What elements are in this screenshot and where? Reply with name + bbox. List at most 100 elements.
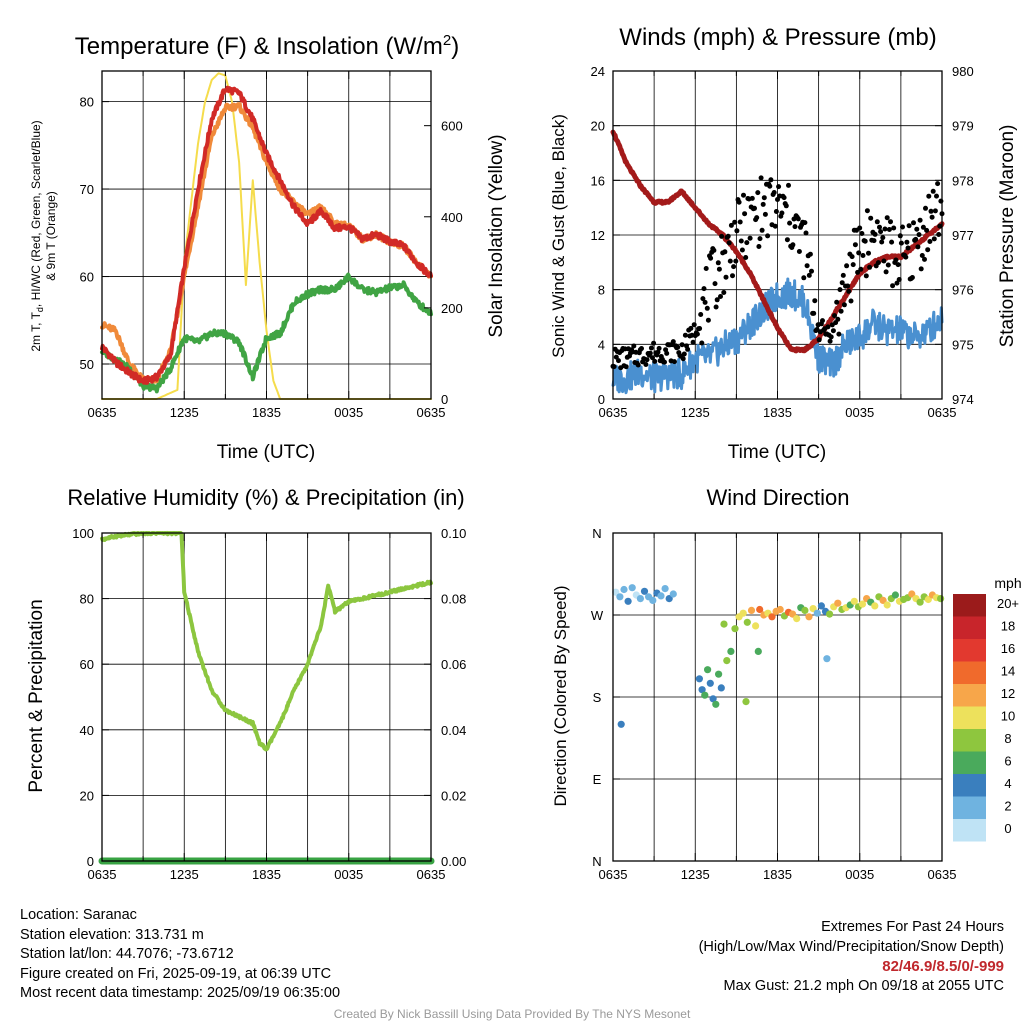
- wind-gust-point: [917, 217, 923, 223]
- direction-point: [717, 684, 725, 692]
- wind-gust-point: [722, 249, 728, 255]
- wind-gust-point: [807, 251, 813, 257]
- wind-gust-point: [703, 266, 709, 271]
- direction-point: [916, 598, 924, 606]
- wind-gust-point: [796, 249, 802, 254]
- direction-point: [715, 670, 723, 678]
- wind-gust-point: [845, 283, 851, 289]
- temperature-panel: Temperature (F) & Insolation (W/m2) 0635…: [29, 32, 507, 463]
- direction-point: [669, 590, 677, 598]
- wind-gust-point: [872, 231, 878, 237]
- y-right-tick-label: 200: [441, 301, 463, 316]
- y-tick-label: 12: [591, 228, 605, 243]
- y-tick-label: 50: [80, 357, 94, 372]
- y-tick-label: 60: [80, 657, 94, 672]
- direction-point: [747, 606, 756, 615]
- wind-gust-point: [650, 355, 655, 361]
- y-tick-label: 80: [80, 95, 94, 110]
- wind-gust-point: [839, 280, 845, 286]
- y-tick-label: 60: [80, 270, 94, 285]
- wind-gust-point: [920, 224, 926, 230]
- wind-gust-point: [616, 358, 621, 364]
- wind-gust-point: [708, 255, 714, 261]
- wind-gust-point: [889, 239, 895, 245]
- wind-gust-point: [898, 240, 904, 246]
- wind-gust-point: [844, 263, 850, 269]
- direction-point: [706, 679, 714, 687]
- wind-gust-point: [742, 211, 748, 217]
- extremes-values: 82/46.9/8.5/0/-999: [882, 958, 1004, 975]
- wind-gust-point: [762, 211, 768, 217]
- y-right-tick-label: 0.04: [441, 723, 466, 738]
- wind-gust-point: [648, 345, 654, 351]
- wind-gust-point: [858, 266, 864, 272]
- direction-point: [826, 610, 834, 618]
- wind-gust-point: [730, 273, 735, 279]
- wind-gust-point: [725, 233, 731, 239]
- wind-gust-point: [931, 236, 937, 242]
- direction-point: [665, 595, 673, 603]
- wind-gust-point: [895, 262, 901, 268]
- wind-pressure-panel: Winds (mph) & Pressure (mb) 0635 1235 1835…: [549, 24, 1018, 463]
- wind-gust-point: [836, 331, 842, 337]
- direction-point: [871, 602, 879, 610]
- wind-gust-point: [781, 195, 787, 201]
- wind-gust-point: [830, 328, 836, 334]
- y-right-tick-label: 600: [441, 119, 463, 134]
- wind-gust-point: [732, 219, 738, 225]
- y-tick-label: 16: [591, 173, 605, 188]
- legend-label: 2: [1004, 799, 1011, 814]
- wind-gust-point: [841, 302, 847, 308]
- legend-swatch: [953, 796, 986, 819]
- station-info: Location: Saranac Station elevation: 313…: [20, 906, 340, 1004]
- x-tick-label: 1235: [170, 867, 199, 882]
- station-pressure-line: [610, 129, 945, 354]
- wind-gust-point: [886, 227, 892, 232]
- wind-gust-point: [874, 219, 880, 225]
- wind-gust-point: [756, 244, 762, 249]
- direction-point: [805, 613, 813, 621]
- direction-point: [649, 596, 657, 605]
- y-right-tick-label: 0: [441, 392, 448, 407]
- direction-point: [817, 602, 826, 610]
- wind-gust-point: [846, 288, 852, 294]
- temperature-left-axis-label: 2m T, Td, HI/WC (Red, Green, Scarlet/Blu…: [29, 120, 45, 351]
- wind-gust-point: [739, 247, 745, 253]
- wind-gust-point: [857, 225, 863, 231]
- direction-point: [709, 695, 717, 703]
- legend-swatch: [953, 616, 986, 639]
- wind-gust-point: [662, 359, 667, 365]
- wind-gust-point: [776, 184, 782, 190]
- wind-gust-point: [804, 263, 810, 269]
- direction-point: [698, 686, 706, 694]
- wind-gust-point: [679, 342, 685, 348]
- legend-label: 18: [1001, 619, 1015, 634]
- wind-gust-point: [737, 219, 743, 225]
- wind-gust-point: [623, 364, 629, 370]
- humidity-panel-title: Relative Humidity (%) & Precipitation (i…: [67, 485, 464, 510]
- wind-gust-point: [744, 240, 750, 246]
- direction-point: [756, 605, 764, 614]
- wind-gust-point: [882, 226, 888, 232]
- wind-gust-point: [704, 305, 710, 311]
- wind-gust-point: [866, 250, 871, 256]
- direction-point: [768, 613, 776, 621]
- wind-gust-point: [631, 343, 637, 349]
- speed-color-legend: mph 20+ 18 16 14 12 10 8 6 4 2 0: [953, 575, 1022, 842]
- legend-label: 10: [1001, 709, 1015, 724]
- wind-gust-point: [698, 312, 704, 317]
- wind-gust-point: [928, 208, 934, 214]
- x-tick-label: 0035: [845, 405, 874, 420]
- temperature-left-axis-label-line2: & 9m T (Orange): [44, 191, 58, 281]
- legend-label: 8: [1004, 731, 1011, 746]
- wind-gust-point: [806, 272, 812, 278]
- wind-gust-point: [783, 203, 789, 209]
- direction-point: [616, 593, 624, 601]
- wind-gust-point: [863, 273, 869, 279]
- wind-gust-point: [888, 219, 893, 225]
- plot-frame: [101, 70, 432, 400]
- legend-label: 4: [1004, 776, 1011, 791]
- x-tick-label: 0635: [88, 405, 117, 420]
- plot-frame: [612, 70, 943, 400]
- y-tick-label: 4: [598, 337, 605, 352]
